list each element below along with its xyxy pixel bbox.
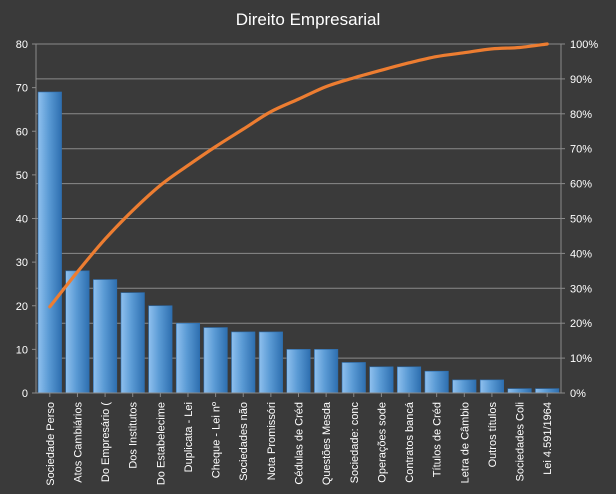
- right-axis-tick-label: 80%: [570, 109, 592, 121]
- bar: [424, 370, 449, 394]
- category-label: Sociedade: conc: [349, 402, 361, 484]
- bar: [479, 379, 504, 394]
- bar: [37, 91, 62, 394]
- left-axis-tick-label: 80: [16, 39, 28, 51]
- category-label: Contratos bancá: [404, 401, 416, 483]
- category-label: Lei 4.591/1964: [542, 402, 554, 475]
- category-label: Títulos de Créd: [432, 402, 444, 477]
- category-label: Atos Cambiários: [72, 402, 84, 483]
- right-axis-tick-label: 20%: [570, 318, 592, 330]
- bar: [65, 270, 90, 394]
- category-label: Nota Promissóri: [266, 402, 278, 480]
- category-label: Dos Institutos: [128, 402, 140, 469]
- left-axis-tick-label: 10: [16, 344, 28, 356]
- cumulative-line-series: [48, 42, 549, 309]
- right-axis-tick-label: 60%: [570, 179, 592, 191]
- category-label: Sociedades não: [238, 402, 250, 481]
- right-axis-tick-label: 90%: [570, 74, 592, 86]
- right-axis-tick-label: 70%: [570, 144, 592, 156]
- right-axis-tick-label: 30%: [570, 283, 592, 295]
- bar: [341, 362, 366, 394]
- category-label: Sociedade Perso: [45, 402, 57, 486]
- category-label: Questões Mesda: [321, 401, 333, 485]
- bar: [369, 366, 394, 394]
- bar: [93, 279, 118, 394]
- right-axis-tick-label: 10%: [570, 353, 592, 365]
- bar: [286, 349, 311, 394]
- left-axis-tick-label: 50: [16, 170, 28, 182]
- category-label: Do Empresário (: [100, 402, 112, 482]
- cumulative-line: [48, 42, 549, 309]
- bar: [258, 331, 283, 394]
- bar: [120, 292, 145, 394]
- left-axis-tick-label: 40: [16, 214, 28, 226]
- chart-title: Direito Empresarial: [236, 10, 381, 29]
- category-label: Letra de Câmbio: [459, 402, 471, 483]
- axes: 0% 10% 20% 30% 40% 50% 60% 70% 80% 90% 100% 0 10 20 30…: [16, 39, 599, 486]
- category-label: Operações sode: [376, 402, 388, 483]
- category-label: Sociedades Coli: [515, 402, 527, 482]
- left-axis-tick-label: 30: [16, 257, 28, 269]
- left-axis-tick-label: 70: [16, 83, 28, 95]
- bar: [148, 305, 173, 394]
- bar: [535, 388, 560, 394]
- left-axis-tick-label: 20: [16, 301, 28, 313]
- category-label: Duplicata - Lei: [183, 402, 195, 472]
- category-label: Cheque - Lei nº: [211, 402, 223, 478]
- bar: [507, 388, 532, 394]
- bar: [314, 349, 339, 394]
- left-axis-tick-label: 0: [22, 388, 28, 400]
- bar: [175, 322, 201, 394]
- bar-series: [37, 91, 560, 394]
- bar: [231, 331, 256, 394]
- right-axis-tick-label: 0%: [570, 388, 586, 400]
- category-label: Cédulas de Créd: [294, 402, 306, 485]
- bar: [452, 379, 477, 394]
- left-axis-tick-label: 60: [16, 126, 28, 138]
- gridlines: [36, 43, 561, 359]
- right-axis-tick-label: 40%: [570, 248, 592, 260]
- right-axis-tick-label: 100%: [570, 39, 598, 51]
- category-label: Outros títulos: [487, 402, 499, 468]
- bar: [203, 327, 228, 394]
- bar: [396, 366, 422, 394]
- right-axis-tick-label: 50%: [570, 214, 592, 226]
- category-label: Do Estabelecime: [155, 402, 167, 485]
